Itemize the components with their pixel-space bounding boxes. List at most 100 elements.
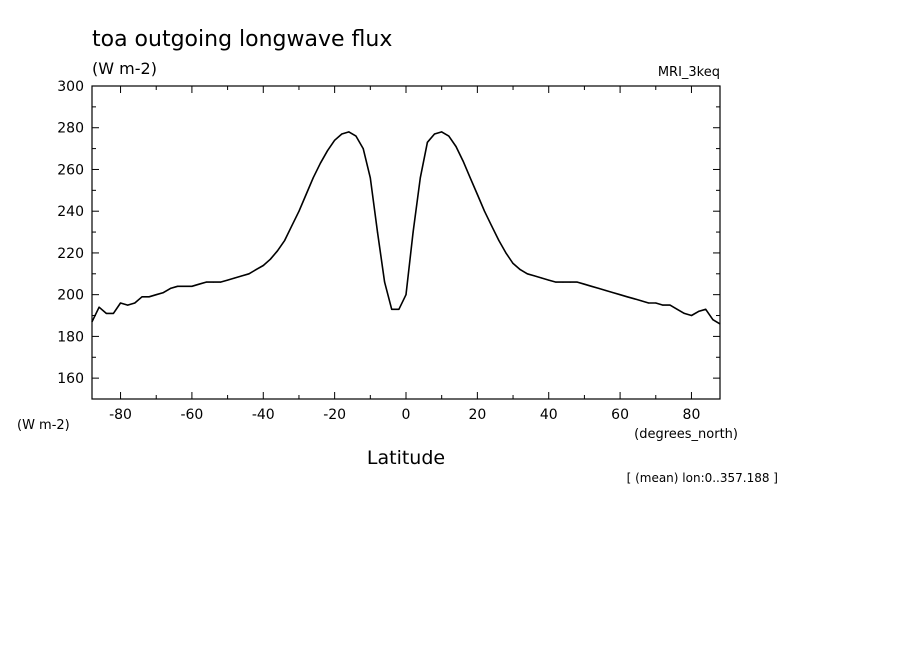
data-point	[612, 292, 614, 294]
data-point	[683, 312, 685, 314]
data-point	[219, 281, 222, 283]
y-tick-label: 260	[57, 162, 84, 178]
data-point	[134, 302, 136, 304]
data-point	[533, 275, 536, 277]
data-point	[234, 277, 236, 279]
data-point	[276, 250, 279, 252]
data-point	[576, 281, 578, 283]
data-point	[519, 269, 521, 271]
series-points	[91, 131, 721, 325]
data-point	[112, 312, 114, 314]
data-point	[662, 304, 664, 306]
x-tick-label: 0	[402, 407, 411, 423]
x-tick-label: 80	[683, 407, 701, 423]
model-label: MRI_3keq	[658, 65, 720, 80]
footnote: [ (mean) lon:0..357.188 ]	[627, 471, 778, 485]
data-point	[719, 323, 721, 325]
data-point	[269, 258, 271, 260]
x-tick-labels: -80 -60 -40 -20 0 20 40 60 80	[109, 407, 700, 423]
data-point	[127, 304, 129, 306]
x-tick-label: -20	[323, 407, 346, 423]
data-point	[369, 177, 371, 179]
data-point	[548, 279, 550, 281]
data-point	[141, 296, 143, 298]
data-point	[255, 269, 257, 271]
data-point	[583, 283, 586, 285]
x-axis-units: (degrees_north)	[634, 427, 738, 442]
data-point	[391, 308, 393, 310]
data-point	[119, 302, 122, 304]
data-point	[562, 281, 564, 283]
data-point	[498, 239, 500, 241]
data-point	[105, 312, 107, 314]
data-point	[405, 294, 407, 296]
data-point	[198, 283, 200, 285]
data-point	[648, 302, 650, 304]
data-point	[248, 273, 250, 275]
x-tick-label: 40	[540, 407, 558, 423]
y-tick-label: 200	[57, 288, 84, 304]
data-point	[98, 306, 100, 308]
units-label: (W m-2)	[92, 59, 157, 78]
data-point	[362, 148, 364, 150]
data-point	[448, 135, 450, 137]
y-tick-label: 180	[57, 329, 84, 345]
data-point	[177, 285, 179, 287]
y-tick-label: 280	[57, 121, 84, 137]
data-point	[569, 281, 571, 283]
axis-ticks	[92, 85, 720, 399]
data-point	[605, 289, 607, 292]
data-point	[205, 281, 207, 283]
y-tick-label: 240	[57, 204, 84, 220]
data-point	[334, 139, 336, 141]
data-point	[326, 150, 329, 152]
data-point	[305, 193, 307, 196]
data-point	[462, 160, 464, 162]
data-point	[169, 287, 172, 289]
data-point	[262, 264, 264, 267]
data-point	[384, 281, 386, 283]
data-point	[441, 131, 443, 133]
data-point	[505, 252, 507, 254]
x-tick-label: -80	[109, 407, 132, 423]
x-tick-label: -60	[180, 407, 203, 423]
data-point	[469, 177, 471, 179]
data-point	[619, 294, 621, 296]
data-point	[476, 193, 478, 196]
data-point	[312, 177, 314, 179]
data-point	[419, 177, 421, 179]
chart-title: toa outgoing longwave flux	[92, 27, 392, 52]
data-point	[348, 131, 350, 133]
data-point	[241, 275, 243, 277]
data-point	[291, 225, 293, 227]
data-point	[227, 279, 229, 281]
y-tick-labels: 160 180 200 220 240 260 280 300	[57, 79, 84, 387]
data-point	[298, 210, 300, 212]
data-point	[712, 319, 714, 321]
data-point	[640, 300, 643, 302]
data-point	[512, 262, 514, 264]
data-point	[598, 287, 600, 289]
data-point	[341, 133, 343, 135]
x-tick-label: -40	[252, 407, 275, 423]
x-tick-label: 60	[611, 407, 629, 423]
data-point	[376, 231, 379, 233]
data-point	[626, 296, 628, 298]
data-point	[655, 302, 657, 304]
data-point	[191, 285, 193, 287]
y-axis-label: (W m-2)	[17, 418, 70, 433]
data-point	[155, 294, 157, 296]
data-point	[284, 239, 286, 241]
data-point	[184, 285, 186, 287]
data-point	[162, 292, 164, 294]
data-point	[483, 210, 486, 212]
data-point	[676, 308, 678, 310]
data-point	[555, 281, 557, 283]
data-point	[319, 162, 321, 164]
plot-frame	[91, 85, 721, 400]
data-point	[398, 308, 400, 310]
data-point	[705, 308, 707, 310]
data-point	[690, 314, 693, 317]
y-tick-label: 220	[57, 246, 84, 262]
data-point	[355, 135, 357, 137]
